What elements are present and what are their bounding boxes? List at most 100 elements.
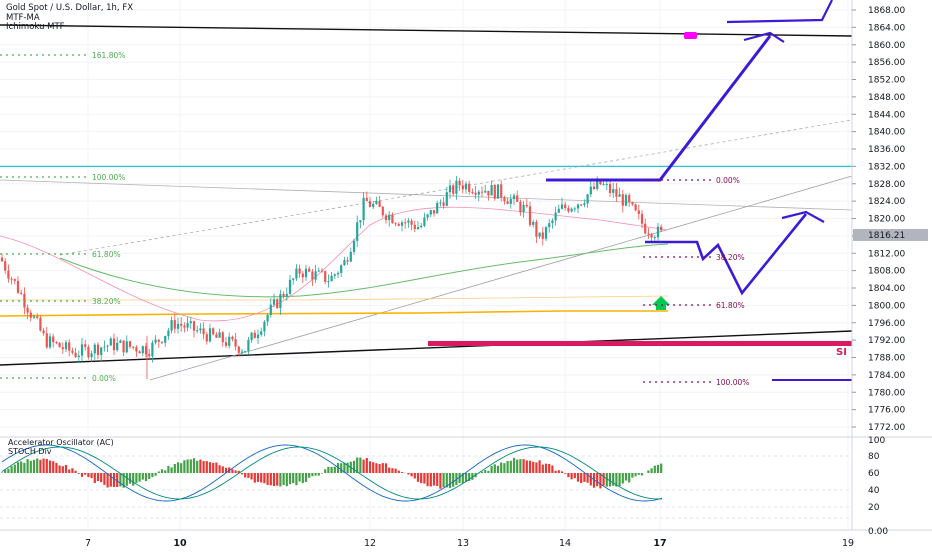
ac-bar bbox=[65, 465, 67, 473]
ac-bar bbox=[142, 473, 144, 480]
ac-bar bbox=[359, 458, 361, 473]
ac-bar bbox=[135, 473, 137, 483]
candle-body bbox=[407, 221, 409, 223]
price-axis-label: 1792.00 bbox=[868, 336, 905, 346]
ac-bar bbox=[430, 473, 432, 486]
candle-body bbox=[529, 206, 531, 225]
ac-bar bbox=[606, 473, 608, 487]
candle-body bbox=[142, 346, 144, 353]
candle-body bbox=[593, 187, 595, 189]
candle-body bbox=[180, 324, 182, 326]
ac-bar bbox=[331, 467, 333, 473]
price-axis-label: 1824.00 bbox=[868, 197, 905, 207]
price-axis-label: 1804.00 bbox=[868, 284, 905, 294]
ac-bar bbox=[78, 473, 80, 474]
ac-bar bbox=[436, 473, 438, 486]
indicator-ichimoku[interactable]: Ichimoku MTF bbox=[6, 23, 133, 33]
fib-left-label: 38.20% bbox=[92, 297, 121, 306]
ac-bar bbox=[292, 473, 294, 483]
ac-bar bbox=[385, 463, 387, 473]
candle-body bbox=[564, 205, 566, 208]
ac-bar bbox=[183, 460, 185, 473]
candle-body bbox=[398, 224, 400, 226]
candle-body bbox=[203, 328, 205, 334]
oscillator-pane bbox=[0, 445, 852, 518]
ac-bar bbox=[91, 473, 93, 478]
candle-body bbox=[81, 344, 83, 355]
candle-body bbox=[619, 194, 621, 196]
indicator-ac[interactable]: Accelerator Oscillator (AC) bbox=[8, 438, 114, 447]
candle-body bbox=[433, 210, 435, 213]
candle-body bbox=[238, 347, 240, 353]
ac-bar bbox=[174, 464, 176, 473]
candle-body bbox=[132, 347, 134, 348]
candle-body bbox=[46, 333, 48, 347]
candle-body bbox=[481, 192, 483, 193]
candle-body bbox=[644, 224, 646, 234]
candle-body bbox=[267, 315, 269, 322]
fib-left-label: 0.00% bbox=[92, 374, 116, 383]
candle-body bbox=[382, 207, 384, 215]
candle-body bbox=[55, 342, 57, 343]
ac-bar bbox=[187, 459, 189, 473]
price-axis-label: 1780.00 bbox=[868, 388, 905, 398]
candle-body bbox=[164, 336, 166, 343]
fib-left-label: 161.80% bbox=[92, 51, 125, 60]
ac-bar bbox=[193, 458, 195, 473]
candle-body bbox=[17, 281, 19, 293]
candle-body bbox=[503, 197, 505, 201]
candle-body bbox=[161, 342, 163, 343]
ac-bar bbox=[273, 473, 275, 486]
candle-body bbox=[247, 340, 249, 351]
ac-bar bbox=[103, 473, 105, 485]
ac-bar bbox=[497, 466, 499, 473]
candle-body bbox=[622, 194, 624, 205]
ac-bar bbox=[407, 473, 409, 474]
candle-body bbox=[190, 321, 192, 323]
candle-body bbox=[558, 209, 560, 213]
ac-bar bbox=[651, 468, 653, 473]
price-axis-label: 1812.00 bbox=[868, 249, 905, 259]
ac-bar bbox=[641, 473, 643, 475]
candle-body bbox=[446, 192, 448, 206]
candle-body bbox=[638, 210, 640, 213]
candle-body bbox=[4, 261, 6, 270]
candle-body bbox=[395, 223, 397, 224]
candle-body bbox=[519, 202, 521, 212]
candle-body bbox=[551, 220, 553, 223]
ac-bar bbox=[507, 461, 509, 473]
ac-bar bbox=[27, 459, 29, 473]
ac-bar bbox=[580, 473, 582, 483]
price-axis-label: 1828.00 bbox=[868, 180, 905, 190]
candle-body bbox=[414, 225, 416, 229]
candle-body bbox=[500, 184, 502, 197]
buy-arrow-icon bbox=[652, 296, 670, 310]
candle-body bbox=[116, 343, 118, 350]
ac-bar bbox=[315, 473, 317, 476]
candle-body bbox=[363, 198, 365, 220]
ac-bar bbox=[36, 459, 38, 473]
ac-bar bbox=[625, 473, 627, 481]
ac-bar bbox=[23, 463, 25, 473]
candle-body bbox=[279, 294, 281, 308]
time-axis-label: 7 bbox=[85, 538, 91, 549]
ac-bar bbox=[657, 465, 659, 473]
ac-bar bbox=[609, 473, 611, 486]
ac-bar bbox=[71, 468, 73, 473]
ac-bar bbox=[539, 460, 541, 473]
candle-body bbox=[257, 335, 259, 338]
candle-body bbox=[571, 209, 573, 212]
candle-body bbox=[615, 189, 617, 197]
candle-body bbox=[33, 316, 35, 317]
indicator-stoch[interactable]: STOCH Div bbox=[8, 447, 114, 456]
candle-body bbox=[244, 351, 246, 352]
candle-body bbox=[215, 334, 217, 337]
ac-bar bbox=[327, 467, 329, 473]
candle-body bbox=[468, 184, 470, 192]
candle-body bbox=[334, 274, 336, 275]
top-projection bbox=[727, 0, 832, 22]
time-axis-label: 13 bbox=[457, 538, 469, 549]
fib-left-label: 100.00% bbox=[92, 173, 125, 182]
